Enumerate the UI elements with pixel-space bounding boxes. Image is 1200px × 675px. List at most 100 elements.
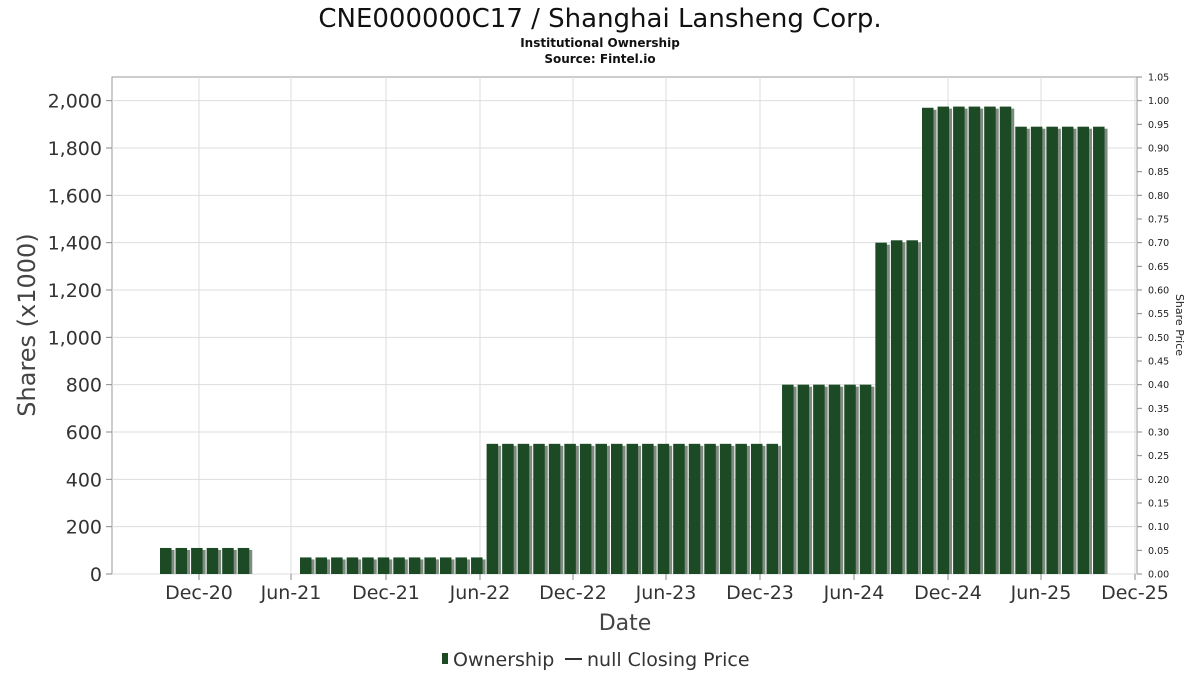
ownership-bar: [471, 557, 483, 574]
ownership-bar: [984, 106, 996, 574]
y2-tick-label: 0.10: [1148, 522, 1169, 533]
y-tick-label: 1,400: [48, 233, 102, 255]
y-tick-label: 400: [66, 469, 102, 491]
x-axis-label: Date: [599, 611, 652, 636]
ownership-bar: [673, 443, 685, 574]
ownership-bar: [953, 106, 965, 574]
y2-tick-label: 0.60: [1148, 286, 1169, 297]
ownership-bar: [968, 106, 981, 574]
y-tick-label: 1,800: [48, 138, 102, 160]
ownership-bar: [999, 106, 1012, 574]
ownership-bar: [922, 107, 934, 575]
y2-tick-label: 0.65: [1148, 262, 1169, 273]
ownership-bar: [595, 443, 607, 574]
ownership-bar: [362, 557, 374, 574]
x-tick-label: Jun-22: [449, 582, 511, 604]
x-tick-label: Jun-24: [823, 582, 885, 604]
legend: Ownership null Closing Price: [442, 649, 750, 671]
ownership-bar: [906, 240, 918, 575]
y2-tick-label: 0.95: [1148, 120, 1169, 131]
y2-tick-label: 1.00: [1148, 96, 1169, 107]
y-tick-label: 1,000: [48, 327, 102, 349]
ownership-bar: [439, 557, 452, 574]
ownership-bar: [346, 557, 359, 574]
ownership-bar: [237, 547, 250, 574]
y-tick-label: 200: [66, 517, 102, 539]
ownership-bar: [315, 557, 328, 574]
x-tick-label: Dec-22: [539, 582, 607, 604]
legend-ownership-swatch: [442, 653, 448, 664]
ownership-bar: [393, 557, 405, 574]
y2-tick-label: 0.55: [1148, 309, 1169, 320]
y-tick-label: 2,000: [48, 91, 102, 113]
y2-axis-label: Share Price: [1173, 294, 1186, 356]
y-tick-label: 1,200: [48, 280, 102, 302]
y2-tick-label: 0.20: [1148, 475, 1169, 486]
ownership-bar: [611, 443, 623, 574]
chart-source: Source: Fintel.io: [544, 52, 655, 66]
x-tick-label: Dec-24: [914, 582, 982, 604]
y2-tick-label: 0.70: [1148, 238, 1169, 249]
y2-tick-label: 0.75: [1148, 215, 1169, 226]
ownership-bar: [859, 384, 872, 574]
ownership-bar: [937, 106, 950, 574]
ownership-bar: [579, 443, 592, 574]
ownership-bar: [1093, 126, 1105, 574]
ownership-bar: [502, 443, 514, 574]
y-tick-label: 800: [66, 375, 102, 397]
bar-series: [160, 106, 1108, 575]
ownership-bar: [704, 443, 716, 574]
ownership-bar: [890, 240, 903, 575]
y-axis-label: Shares (x1000): [13, 233, 41, 416]
ownership-bar: [377, 557, 390, 574]
ownership-bar: [766, 443, 778, 574]
x-tick-label: Jun-23: [635, 582, 697, 604]
ownership-bar: [688, 443, 701, 574]
y2-tick-label: 0.90: [1148, 144, 1169, 155]
ownership-bar: [548, 443, 561, 574]
ownership-bar: [408, 557, 421, 574]
ownership-bar: [1046, 126, 1058, 574]
ownership-bar: [160, 547, 172, 574]
ownership-bar: [642, 443, 654, 574]
ownership-bar: [206, 547, 219, 574]
y2-tick-label: 0.05: [1148, 546, 1169, 557]
y2-axis-ticks: 0.00 0.05 0.10 0.15 0.20 0.25 0.30 0.35 0.40 0.45…: [1137, 73, 1169, 581]
ownership-bar: [626, 443, 639, 574]
y2-tick-label: 1.05: [1148, 73, 1169, 84]
chart-title: CNE000000C17 / Shanghai Lansheng Corp.: [318, 4, 881, 34]
y2-tick-label: 0.25: [1148, 451, 1169, 462]
y2-tick-label: 0.50: [1148, 333, 1169, 344]
ownership-bar: [750, 443, 763, 574]
ownership-bar: [424, 557, 436, 574]
ownership-bar: [828, 384, 841, 574]
chart-subtitle: Institutional Ownership: [520, 36, 680, 50]
y-tick-label: 600: [66, 422, 102, 444]
y-axis-ticks: 0 200 400 600 800 1,000 1,200 1,400 1,600 1,800 2,…: [48, 91, 112, 586]
x-tick-label: Jun-21: [260, 582, 322, 604]
ownership-bar: [1030, 126, 1043, 574]
x-tick-label: Dec-20: [165, 582, 233, 604]
ownership-bar: [564, 443, 576, 574]
y2-tick-label: 0.35: [1148, 404, 1169, 415]
ownership-bar: [455, 557, 467, 574]
x-axis-ticks: Dec-20 Jun-21 Dec-21 Jun-22 Dec-22 Jun-23 Dec-…: [165, 574, 1169, 604]
x-tick-label: Jun-25: [1010, 582, 1072, 604]
y-tick-label: 1,600: [48, 185, 102, 207]
ownership-bar: [782, 384, 794, 574]
y2-tick-label: 0.15: [1148, 499, 1169, 510]
ownership-bar: [813, 384, 825, 574]
y2-tick-label: 0.85: [1148, 167, 1169, 178]
y2-tick-label: 0.40: [1148, 380, 1169, 391]
ownership-bar: [875, 242, 887, 574]
ownership-bar: [222, 547, 234, 574]
y-tick-label: 0: [90, 564, 102, 586]
ownership-bar: [719, 443, 732, 574]
ownership-bar: [331, 557, 343, 574]
legend-ownership-label: Ownership: [453, 649, 554, 671]
ownership-bar: [657, 443, 670, 574]
y2-tick-label: 0.30: [1148, 428, 1169, 439]
x-tick-label: Dec-25: [1101, 582, 1169, 604]
ownership-bar: [191, 547, 203, 574]
